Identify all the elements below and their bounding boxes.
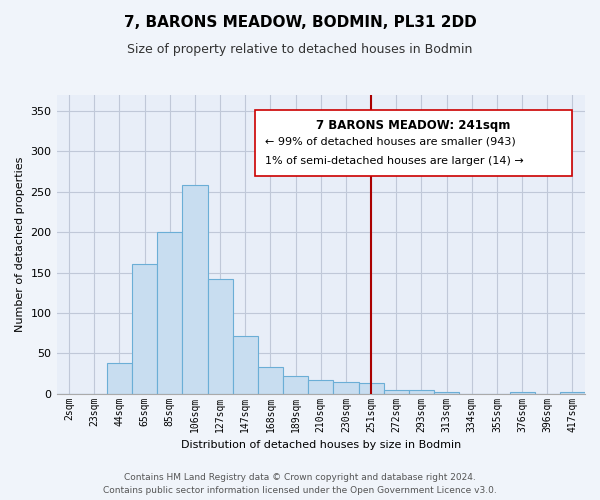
Bar bbox=[157, 232, 182, 394]
Bar bbox=[509, 392, 535, 394]
Bar bbox=[308, 380, 334, 394]
Bar bbox=[233, 336, 258, 394]
Bar bbox=[383, 390, 409, 394]
Bar bbox=[258, 367, 283, 394]
Bar bbox=[409, 390, 434, 394]
FancyBboxPatch shape bbox=[255, 110, 572, 176]
Y-axis label: Number of detached properties: Number of detached properties bbox=[15, 156, 25, 332]
Bar bbox=[283, 376, 308, 394]
Text: Size of property relative to detached houses in Bodmin: Size of property relative to detached ho… bbox=[127, 42, 473, 56]
Text: 1% of semi-detached houses are larger (14) →: 1% of semi-detached houses are larger (1… bbox=[265, 156, 524, 166]
Bar bbox=[208, 279, 233, 394]
Bar bbox=[107, 363, 132, 394]
Text: 7, BARONS MEADOW, BODMIN, PL31 2DD: 7, BARONS MEADOW, BODMIN, PL31 2DD bbox=[124, 15, 476, 30]
Bar bbox=[434, 392, 459, 394]
X-axis label: Distribution of detached houses by size in Bodmin: Distribution of detached houses by size … bbox=[181, 440, 461, 450]
Bar bbox=[182, 186, 208, 394]
Bar bbox=[560, 392, 585, 394]
Text: 7 BARONS MEADOW: 241sqm: 7 BARONS MEADOW: 241sqm bbox=[316, 119, 511, 132]
Bar bbox=[132, 264, 157, 394]
Text: Contains HM Land Registry data © Crown copyright and database right 2024.
Contai: Contains HM Land Registry data © Crown c… bbox=[103, 474, 497, 495]
Bar bbox=[334, 382, 359, 394]
Bar bbox=[359, 383, 383, 394]
Text: ← 99% of detached houses are smaller (943): ← 99% of detached houses are smaller (94… bbox=[265, 137, 516, 147]
